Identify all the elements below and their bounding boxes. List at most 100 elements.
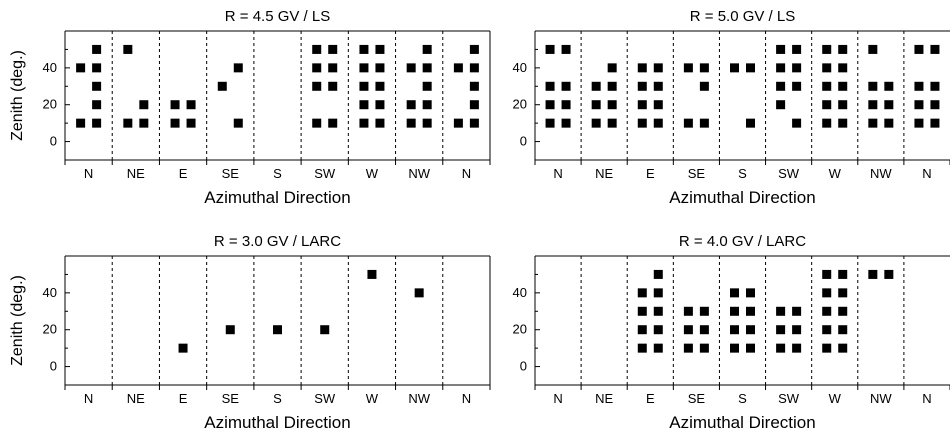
data-point xyxy=(683,63,693,73)
data-point xyxy=(92,118,102,128)
data-point xyxy=(453,63,463,73)
data-point xyxy=(868,44,878,54)
y-tick-label: 40 xyxy=(513,285,527,300)
data-point xyxy=(92,100,102,110)
data-point xyxy=(469,118,479,128)
data-point xyxy=(746,343,755,353)
y-tick-label: 0 xyxy=(50,134,57,149)
data-point xyxy=(92,63,102,73)
x-tick-label: W xyxy=(366,166,379,181)
data-point xyxy=(312,63,322,73)
data-point xyxy=(170,118,180,128)
data-point xyxy=(822,81,832,91)
x-tick-label: SE xyxy=(222,391,240,406)
x-tick-label: NE xyxy=(127,391,145,406)
data-point xyxy=(328,63,338,73)
data-point xyxy=(653,288,663,298)
data-point xyxy=(822,325,832,335)
data-point xyxy=(699,63,709,73)
x-tick-label: SE xyxy=(688,391,706,406)
x-tick-label: N xyxy=(922,391,931,406)
data-point xyxy=(868,81,878,91)
y-tick-label: 20 xyxy=(513,97,527,112)
data-point xyxy=(838,325,848,335)
chart-title: R = 4.0 GV / LARC xyxy=(679,233,806,250)
x-tick-label: N xyxy=(84,166,93,181)
data-point xyxy=(92,81,102,91)
data-point xyxy=(838,100,848,110)
data-point xyxy=(653,118,663,128)
x-tick-label: E xyxy=(179,166,188,181)
x-tick-label: SW xyxy=(778,166,800,181)
y-axis-label: Zenith (deg.) xyxy=(9,275,26,366)
data-point xyxy=(561,44,571,54)
data-point xyxy=(822,306,832,316)
chart-title: R = 3.0 GV / LARC xyxy=(214,233,341,250)
data-point xyxy=(653,269,663,279)
data-point xyxy=(359,63,369,73)
data-point xyxy=(178,343,188,353)
x-tick-label: SW xyxy=(314,166,336,181)
x-tick-label: N xyxy=(84,391,93,406)
data-point xyxy=(930,44,940,54)
data-point xyxy=(822,269,832,279)
data-point xyxy=(591,81,601,91)
y-tick-label: 20 xyxy=(43,322,57,337)
data-point xyxy=(838,118,848,128)
data-point xyxy=(607,118,617,128)
data-point xyxy=(453,118,463,128)
y-tick-label: 40 xyxy=(513,60,527,75)
x-tick-label: E xyxy=(646,391,655,406)
data-point xyxy=(359,100,369,110)
data-point xyxy=(838,63,848,73)
data-point xyxy=(792,325,802,335)
x-tick-label: NE xyxy=(595,166,613,181)
chart-panel-4: N NE E SE S SW W NW N 0 20 40 R = 4.0 GV / LARC Azimu… xyxy=(513,233,950,432)
data-point xyxy=(561,118,571,128)
data-point xyxy=(273,325,282,335)
data-point xyxy=(699,325,709,335)
data-point xyxy=(637,306,647,316)
data-point xyxy=(838,288,848,298)
data-point xyxy=(914,100,924,110)
data-point xyxy=(367,269,377,279)
data-point xyxy=(233,118,243,128)
data-point xyxy=(822,63,832,73)
data-point xyxy=(422,44,432,54)
data-point xyxy=(422,100,432,110)
x-tick-label: W xyxy=(366,391,379,406)
data-point xyxy=(838,343,848,353)
data-point xyxy=(422,81,432,91)
data-point xyxy=(730,325,739,335)
x-tick-label: N xyxy=(553,391,562,406)
data-point xyxy=(838,44,848,54)
x-tick-label: S xyxy=(738,166,747,181)
x-axis-label: Azimuthal Direction xyxy=(204,188,350,207)
data-point xyxy=(406,100,416,110)
data-point xyxy=(328,118,338,128)
data-point xyxy=(312,81,322,91)
data-point xyxy=(699,118,709,128)
y-tick-label: 20 xyxy=(43,97,57,112)
x-axis-label: Azimuthal Direction xyxy=(669,413,815,432)
x-tick-label: N xyxy=(922,166,931,181)
data-point xyxy=(884,100,894,110)
data-point xyxy=(591,100,601,110)
data-point xyxy=(838,269,848,279)
data-point xyxy=(469,63,479,73)
data-point xyxy=(637,118,647,128)
data-point xyxy=(607,63,617,73)
data-point xyxy=(822,118,832,128)
data-point xyxy=(92,44,102,54)
x-tick-label: SE xyxy=(222,166,240,181)
data-point xyxy=(186,100,196,110)
data-point xyxy=(320,325,330,335)
data-point xyxy=(868,100,878,110)
data-point xyxy=(170,100,180,110)
data-point xyxy=(359,118,369,128)
data-point xyxy=(914,118,924,128)
data-point xyxy=(469,44,479,54)
data-point xyxy=(233,63,243,73)
data-point xyxy=(699,343,709,353)
data-point xyxy=(930,100,940,110)
